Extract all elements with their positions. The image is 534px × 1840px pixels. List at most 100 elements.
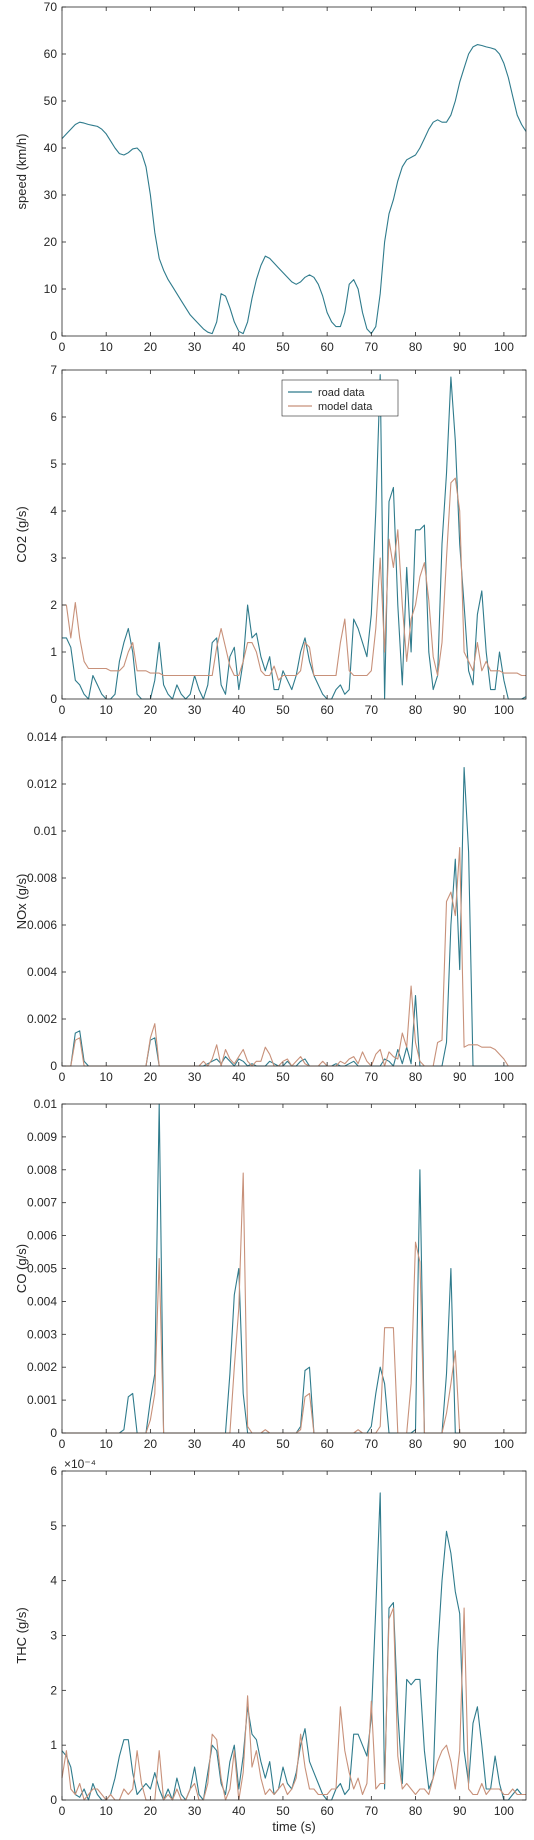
y-tick-label: 0.01 bbox=[34, 1097, 58, 1111]
y-tick-label: 6 bbox=[50, 1464, 57, 1478]
x-tick-label: 60 bbox=[320, 1070, 334, 1084]
y-tick-label: 0.008 bbox=[27, 1163, 57, 1177]
y-tick-label: 0.003 bbox=[27, 1327, 57, 1341]
panel-NOx: 0 10 20 30 40 50 60 70 80 90 100 0 0.002 0.004 0.006 0.… bbox=[14, 730, 527, 1084]
y-tick-label: 0.001 bbox=[27, 1393, 57, 1407]
y-tick-label: 1 bbox=[50, 1738, 57, 1752]
x-tick-label: 60 bbox=[320, 703, 334, 717]
y-tick-label: 2 bbox=[50, 1683, 57, 1697]
y-axis-label: CO2 (g/s) bbox=[14, 506, 29, 562]
series-model-line bbox=[61, 1607, 526, 1801]
panel-CO2: 0 10 20 30 40 50 60 70 80 90 100 0 1 2 3 4 5 6 7 CO2 (g/s) r… bbox=[14, 363, 527, 717]
series-road-line bbox=[62, 766, 526, 1067]
y-tick-label: 0.01 bbox=[34, 824, 58, 838]
x-tick-label: 70 bbox=[365, 1437, 379, 1451]
x-tick-label: 0 bbox=[59, 340, 66, 354]
y-tick-label: 40 bbox=[44, 141, 58, 155]
x-tick-label: 100 bbox=[494, 340, 514, 354]
y-tick-label: 0.009 bbox=[27, 1130, 57, 1144]
y-tick-label: 1 bbox=[50, 645, 57, 659]
y-tick-label: 2 bbox=[50, 598, 57, 612]
legend-label-model: model data bbox=[318, 401, 373, 413]
x-axis-label: time (s) bbox=[272, 1819, 315, 1834]
axes-box bbox=[61, 1470, 527, 1801]
y-tick-label: 0 bbox=[50, 692, 57, 706]
x-tick-label: 10 bbox=[100, 1070, 114, 1084]
x-tick-label: 100 bbox=[494, 703, 514, 717]
y-axis-label: THC (g/s) bbox=[14, 1607, 29, 1663]
x-tick-label: 80 bbox=[409, 1437, 423, 1451]
y-tick-label: 7 bbox=[50, 363, 57, 377]
y-tick-label: 50 bbox=[44, 94, 58, 108]
y-tick-label: 4 bbox=[50, 1574, 57, 1588]
x-tick-label: 50 bbox=[276, 340, 290, 354]
y-axis-label: CO (g/s) bbox=[14, 1244, 29, 1293]
x-tick-label: 60 bbox=[320, 1437, 334, 1451]
y-tick-label: 0.008 bbox=[27, 871, 57, 885]
y-axis-label: NOx (g/s) bbox=[14, 874, 29, 930]
y-tick-label: 0.005 bbox=[27, 1262, 57, 1276]
x-tick-label: 50 bbox=[276, 1804, 290, 1818]
x-tick-label: 50 bbox=[276, 1437, 290, 1451]
y-tick-label: 0 bbox=[50, 1059, 57, 1073]
y-tick-label: 0.002 bbox=[27, 1360, 57, 1374]
x-tick-label: 100 bbox=[494, 1437, 514, 1451]
legend-label-road: road data bbox=[318, 387, 365, 399]
series-road-line bbox=[62, 1103, 526, 1434]
y-tick-label: 0.006 bbox=[27, 918, 57, 932]
x-tick-label: 90 bbox=[453, 1437, 467, 1451]
panel-THC: 0 10 20 30 40 50 60 70 80 90 100 0 1 2 3 4 5 6 THC (g/s) ti… bbox=[14, 1457, 527, 1834]
y-tick-label: 0.006 bbox=[27, 1229, 57, 1243]
x-tick-label: 20 bbox=[144, 1804, 158, 1818]
x-tick-label: 40 bbox=[232, 1437, 246, 1451]
y-tick-label: 10 bbox=[44, 282, 58, 296]
series-road-line bbox=[61, 1492, 526, 1801]
x-tick-label: 70 bbox=[365, 703, 379, 717]
x-tick-label: 10 bbox=[100, 340, 114, 354]
x-tick-label: 80 bbox=[409, 340, 423, 354]
y-tick-label: 3 bbox=[50, 551, 57, 565]
x-tick-label: 20 bbox=[144, 1070, 158, 1084]
y-tick-label: 6 bbox=[50, 410, 57, 424]
x-tick-label: 30 bbox=[188, 340, 202, 354]
x-tick-label: 90 bbox=[453, 703, 467, 717]
series-model-line bbox=[62, 477, 526, 681]
y-tick-label: 5 bbox=[50, 1519, 57, 1533]
y-tick-label: 0.014 bbox=[27, 730, 57, 744]
y-tick-label: 0 bbox=[50, 329, 57, 343]
y-tick-label: 0 bbox=[50, 1426, 57, 1440]
y-tick-label: 30 bbox=[44, 188, 58, 202]
x-tick-label: 70 bbox=[365, 1070, 379, 1084]
x-tick-label: 90 bbox=[453, 340, 467, 354]
x-tick-label: 40 bbox=[232, 340, 246, 354]
x-tick-label: 70 bbox=[365, 340, 379, 354]
y-tick-label: 0 bbox=[50, 1793, 57, 1807]
y-tick-label: 0.007 bbox=[27, 1196, 57, 1210]
x-tick-label: 10 bbox=[100, 1804, 114, 1818]
y-axis-label: speed (km/h) bbox=[14, 134, 29, 210]
x-tick-label: 0 bbox=[59, 1804, 66, 1818]
x-tick-label: 70 bbox=[365, 1804, 379, 1818]
x-tick-label: 50 bbox=[276, 703, 290, 717]
y-tick-label: 5 bbox=[50, 457, 57, 471]
x-tick-label: 80 bbox=[409, 703, 423, 717]
x-tick-label: 30 bbox=[188, 1804, 202, 1818]
x-tick-label: 80 bbox=[409, 1804, 423, 1818]
y-tick-label: 0.012 bbox=[27, 777, 57, 791]
x-tick-label: 0 bbox=[59, 1437, 66, 1451]
y-tick-label: 20 bbox=[44, 235, 58, 249]
legend: road data model data bbox=[281, 379, 399, 417]
x-tick-label: 30 bbox=[188, 1070, 202, 1084]
x-tick-label: 20 bbox=[144, 703, 158, 717]
legend-box bbox=[281, 379, 399, 417]
x-tick-label: 60 bbox=[320, 340, 334, 354]
axes-box bbox=[61, 1103, 527, 1434]
x-tick-label: 60 bbox=[320, 1804, 334, 1818]
series-road-line bbox=[61, 44, 527, 335]
x-tick-label: 100 bbox=[494, 1070, 514, 1084]
y-tick-label: 3 bbox=[50, 1629, 57, 1643]
x-tick-label: 90 bbox=[453, 1070, 467, 1084]
x-tick-label: 40 bbox=[232, 703, 246, 717]
x-tick-label: 20 bbox=[144, 340, 158, 354]
